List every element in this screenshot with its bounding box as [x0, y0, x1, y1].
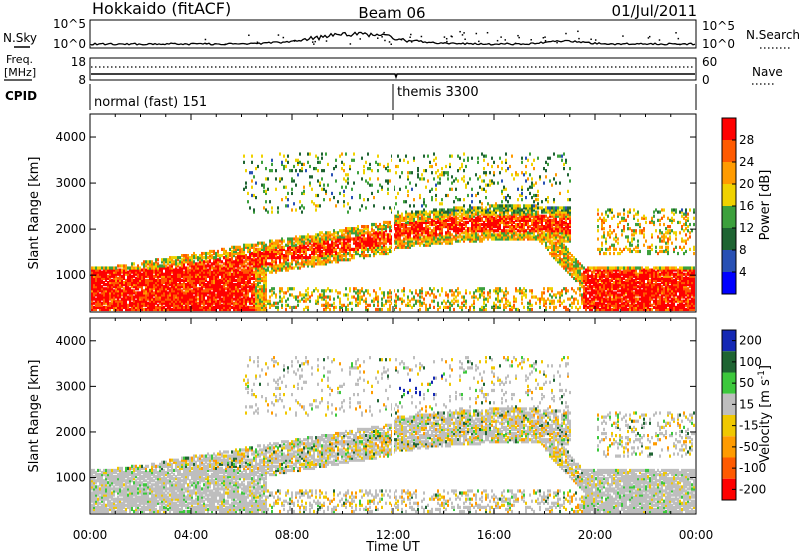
beam-title: Beam 06 [358, 4, 425, 22]
colorbar-swatch [722, 351, 736, 373]
colorbar-tick-label: -15 [739, 419, 759, 433]
colorbar-tick-label: 8 [739, 243, 747, 257]
colorbar-swatch [722, 372, 736, 394]
colorbar-swatch [722, 118, 736, 140]
time-tick-label: 08:00 [275, 528, 310, 542]
velocity-colorbar-label: Velocity [m s-1] [757, 365, 773, 463]
time-tick-label: 12:00 [376, 528, 411, 542]
colorbar-swatch [722, 206, 736, 228]
velocity-colorbar: 200 100 50 15 -15 -50 -100 -200 [721, 329, 766, 501]
velocity-ylabel: Slant Range [km] [27, 360, 42, 473]
colorbar-swatch [722, 250, 736, 272]
nsky-strip [89, 19, 697, 49]
range-tick-label: 2000 [55, 222, 86, 236]
freq-trace [91, 73, 695, 80]
cpid-mode-1: normal (fast) 151 [94, 95, 207, 110]
freq-strip [89, 57, 697, 81]
velocity-axis: 4000 3000 2000 1000 [55, 318, 697, 514]
nsky-tick-bottom: 10^0 [53, 37, 86, 51]
time-axis-label: Time UT [365, 540, 419, 554]
colorbar-swatch [722, 415, 736, 437]
range-tick-label: 4000 [55, 130, 86, 144]
velocity-heatmap [91, 319, 695, 514]
nsky-tick-top: 10^5 [53, 17, 86, 31]
colorbar-tick-label: 20 [739, 177, 754, 191]
freq-unit-label: [MHz] [4, 66, 36, 79]
colorbar-swatch [722, 436, 736, 458]
nsearch-tick-bottom: 10^0 [702, 37, 735, 51]
colorbar-swatch [722, 478, 736, 500]
colorbar-tick-label: -200 [739, 482, 766, 496]
time-axis: 00:00 04:00 08:00 12:00 16:00 20:00 00:00 [73, 528, 714, 542]
velocity-colorbar-label-end: ] [758, 365, 773, 370]
colorbar-tick-label: 4 [739, 265, 747, 279]
colorbar-tick-label: -100 [739, 461, 766, 475]
colorbar-tick-label: 16 [739, 199, 754, 213]
power-colorbar: 28 24 20 16 12 8 4 [721, 117, 754, 295]
freq-tick-top: 18 [71, 55, 86, 69]
colorbar-tick-label: 12 [739, 221, 754, 235]
velocity-colorbar-label-sup: -1 [757, 370, 767, 379]
power-colorbar-label: Power [dB] [758, 170, 773, 241]
colorbar-tick-label: 28 [739, 133, 754, 147]
range-tick-label: 1000 [55, 471, 86, 485]
colorbar-swatch [722, 393, 736, 415]
colorbar-tick-label: 200 [739, 334, 762, 348]
nave-label: Nave [752, 65, 783, 79]
range-tick-label: 4000 [55, 334, 86, 348]
nsearch-tick-top: 10^5 [702, 19, 735, 33]
date-title: 01/Jul/2011 [612, 2, 697, 20]
colorbar-tick-label: 50 [739, 376, 754, 390]
range-tick-label: 3000 [55, 176, 86, 190]
velocity-colorbar-label-main: Velocity [m s [758, 379, 773, 463]
range-tick-label: 3000 [55, 379, 86, 393]
nave-tick-bottom: 0 [702, 73, 710, 87]
freq-label: Freq. [6, 53, 33, 66]
time-tick-label: 04:00 [174, 528, 209, 542]
colorbar-swatch [722, 184, 736, 206]
nave-tick-top: 60 [702, 55, 717, 69]
colorbar-tick-label: 24 [739, 155, 754, 169]
station-title: Hokkaido (fitACF) [92, 0, 231, 18]
power-axis: 4000 3000 2000 1000 [55, 114, 697, 312]
colorbar-swatch [722, 272, 736, 294]
colorbar-swatch [722, 162, 736, 184]
colorbar-tick-label: -50 [739, 440, 759, 454]
colorbar-swatch [722, 228, 736, 250]
cpid-label: CPID [5, 89, 37, 103]
nsearch-label: N.Search [746, 28, 800, 42]
time-tick-label: 20:00 [578, 528, 613, 542]
colorbar-tick-label: 15 [739, 397, 754, 411]
nsky-trace [90, 30, 696, 46]
power-ylabel: Slant Range [km] [27, 157, 42, 270]
colorbar-swatch [722, 457, 736, 479]
colorbar-swatch [722, 140, 736, 162]
time-tick-label: 00:00 [73, 528, 108, 542]
time-tick-label: 16:00 [477, 528, 512, 542]
colorbar-swatch [722, 330, 736, 352]
freq-tick-bottom: 8 [78, 73, 86, 87]
range-tick-label: 2000 [55, 425, 86, 439]
cpid-mode-2: themis 3300 [397, 85, 479, 100]
colorbar-tick-label: 100 [739, 355, 762, 369]
power-heatmap [91, 115, 695, 312]
time-tick-label: 00:00 [679, 528, 714, 542]
range-tick-label: 1000 [55, 268, 86, 282]
nsky-label: N.Sky [3, 31, 37, 45]
